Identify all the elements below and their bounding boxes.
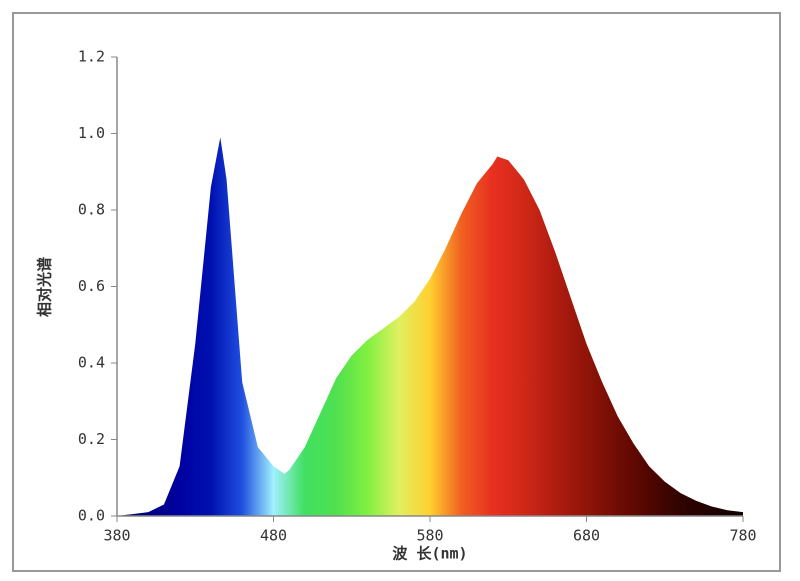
x-tick-label: 380 — [103, 527, 130, 545]
y-tick-label: 1.2 — [78, 48, 105, 66]
y-tick-label: 0.4 — [78, 354, 105, 372]
frame — [12, 12, 781, 572]
x-tick-label: 780 — [729, 527, 756, 545]
x-tick-label: 480 — [260, 527, 287, 545]
x-axis-label: 波 长(nm) — [392, 545, 467, 563]
x-tick-label: 580 — [416, 527, 443, 545]
y-axis-label: 相对光谱 — [36, 257, 54, 317]
y-tick-label: 0.8 — [78, 201, 105, 219]
y-tick-label: 1.0 — [78, 124, 105, 142]
y-tick-label: 0.6 — [78, 277, 105, 295]
y-tick-label: 0.0 — [78, 507, 105, 525]
y-tick-label: 0.2 — [78, 430, 105, 448]
x-tick-label: 680 — [573, 527, 600, 545]
spectrum-area — [117, 137, 743, 516]
